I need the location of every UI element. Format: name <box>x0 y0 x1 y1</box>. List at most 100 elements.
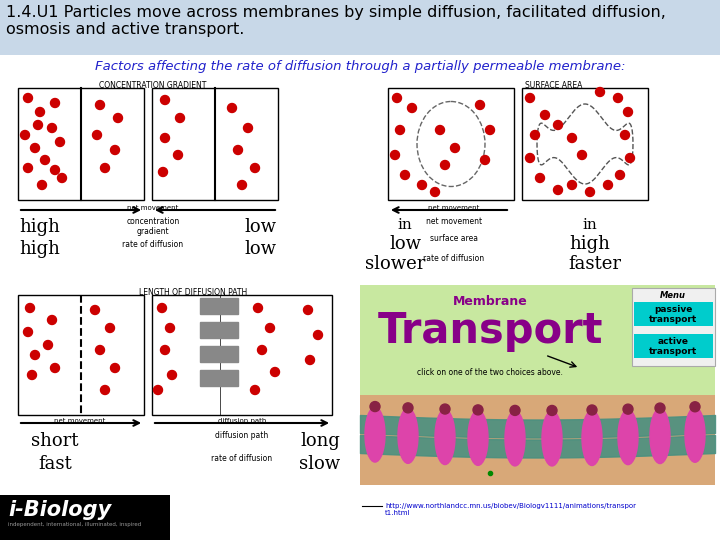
Text: high: high <box>19 218 60 236</box>
Text: http://www.northlandcc.mn.us/biobev/Biologv1111/animations/transpor
t1.html: http://www.northlandcc.mn.us/biobev/Biol… <box>385 503 636 516</box>
Text: i-Biology: i-Biology <box>8 500 112 520</box>
Text: fast: fast <box>38 455 72 473</box>
Circle shape <box>176 113 184 123</box>
Circle shape <box>531 131 539 139</box>
Circle shape <box>603 180 613 190</box>
Text: net movement: net movement <box>426 217 482 226</box>
Circle shape <box>304 306 312 314</box>
Text: in: in <box>582 218 598 232</box>
Text: high: high <box>19 240 60 258</box>
Text: click on one of the two choices above.: click on one of the two choices above. <box>417 368 563 377</box>
Circle shape <box>567 180 577 190</box>
Bar <box>522 88 648 200</box>
Text: CONCENTRATION GRADIENT: CONCENTRATION GRADIENT <box>99 81 207 90</box>
Bar <box>200 346 238 362</box>
Circle shape <box>91 306 99 314</box>
Ellipse shape <box>468 410 488 465</box>
Text: rate of diffusion: rate of diffusion <box>423 254 485 263</box>
Circle shape <box>554 186 562 194</box>
Circle shape <box>441 160 449 170</box>
Circle shape <box>313 330 323 340</box>
Ellipse shape <box>542 411 562 466</box>
Text: low: low <box>244 240 276 258</box>
Text: low: low <box>389 235 421 253</box>
Bar <box>18 88 144 200</box>
Circle shape <box>403 403 413 413</box>
Text: net movement: net movement <box>54 418 106 424</box>
Circle shape <box>626 153 634 163</box>
Bar <box>18 295 144 415</box>
Circle shape <box>655 403 665 413</box>
Text: net movement: net movement <box>428 205 480 211</box>
Circle shape <box>174 151 182 159</box>
Circle shape <box>526 93 534 103</box>
Text: Menu: Menu <box>660 291 686 300</box>
Circle shape <box>613 93 623 103</box>
Text: LENGTH OF DIFFUSION PATH: LENGTH OF DIFFUSION PATH <box>139 288 247 297</box>
Text: rate of diffusion: rate of diffusion <box>122 240 184 249</box>
Circle shape <box>390 151 400 159</box>
Bar <box>388 88 514 200</box>
Circle shape <box>258 346 266 354</box>
Text: high: high <box>570 235 611 253</box>
Circle shape <box>101 386 109 395</box>
Bar <box>634 334 713 358</box>
Circle shape <box>624 107 632 117</box>
Circle shape <box>475 100 485 110</box>
Circle shape <box>392 93 402 103</box>
Circle shape <box>161 346 169 354</box>
Circle shape <box>436 125 444 134</box>
Circle shape <box>96 100 104 110</box>
Circle shape <box>27 370 37 380</box>
Circle shape <box>251 386 259 395</box>
Circle shape <box>541 111 549 119</box>
Circle shape <box>35 107 45 117</box>
Circle shape <box>577 151 587 159</box>
Circle shape <box>24 164 32 172</box>
Bar <box>360 395 715 485</box>
Circle shape <box>37 180 47 190</box>
Circle shape <box>266 323 274 333</box>
Circle shape <box>510 406 520 415</box>
Circle shape <box>451 144 459 152</box>
Text: independent, international, illuminated, inspired: independent, international, illuminated,… <box>8 522 141 527</box>
Bar <box>200 322 238 338</box>
Circle shape <box>161 133 169 143</box>
Text: short: short <box>31 432 78 450</box>
Circle shape <box>238 180 246 190</box>
Ellipse shape <box>505 411 525 466</box>
Text: osmosis and active transport.: osmosis and active transport. <box>6 22 244 37</box>
Circle shape <box>20 131 30 139</box>
Text: long: long <box>300 432 340 450</box>
Ellipse shape <box>582 410 602 465</box>
Circle shape <box>55 138 65 146</box>
Circle shape <box>110 145 120 154</box>
Circle shape <box>50 165 60 174</box>
Circle shape <box>158 303 166 313</box>
Circle shape <box>623 404 633 414</box>
Circle shape <box>418 180 426 190</box>
Circle shape <box>34 120 42 130</box>
Circle shape <box>43 341 53 349</box>
Bar <box>634 302 713 326</box>
Ellipse shape <box>417 102 485 186</box>
Circle shape <box>161 96 169 105</box>
Circle shape <box>621 131 629 139</box>
Circle shape <box>233 145 243 154</box>
Circle shape <box>690 402 700 412</box>
Circle shape <box>50 98 60 107</box>
Circle shape <box>96 346 104 354</box>
Circle shape <box>243 124 253 132</box>
Circle shape <box>251 164 259 172</box>
Circle shape <box>567 133 577 143</box>
Circle shape <box>50 363 60 373</box>
Circle shape <box>395 125 405 134</box>
Circle shape <box>24 93 32 103</box>
Circle shape <box>40 156 50 165</box>
Circle shape <box>153 386 163 395</box>
Text: diffusion path: diffusion path <box>218 418 266 424</box>
Text: in: in <box>397 218 413 232</box>
Circle shape <box>253 303 263 313</box>
Circle shape <box>616 171 624 179</box>
Text: low: low <box>244 218 276 236</box>
